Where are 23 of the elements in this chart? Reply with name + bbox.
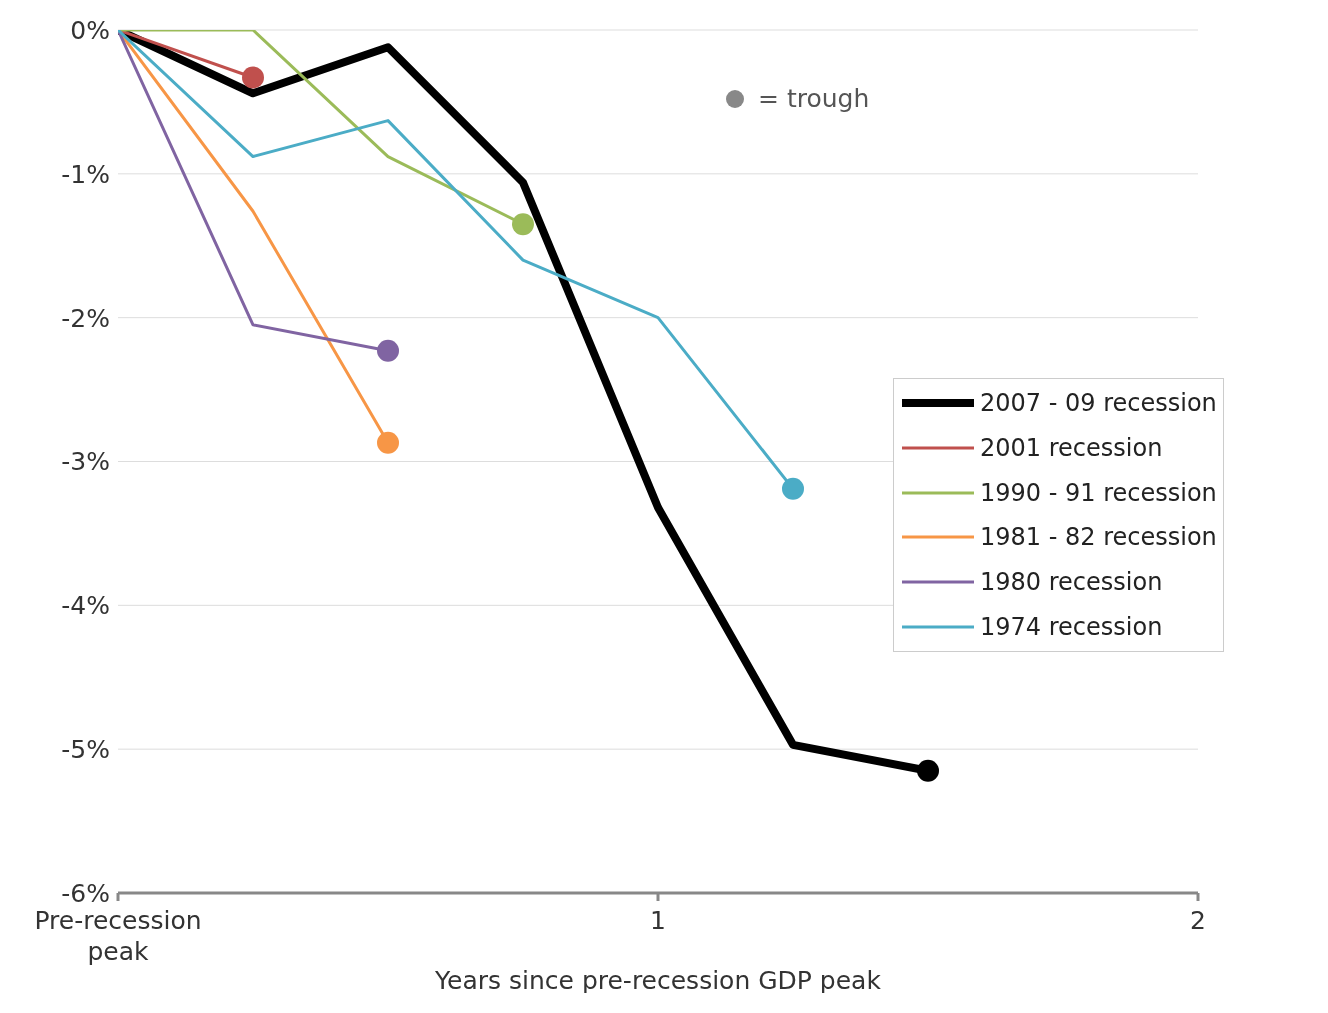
point <box>917 759 939 782</box>
legend-label: 1974 recession <box>980 612 1163 641</box>
point <box>782 477 804 500</box>
point <box>512 213 534 236</box>
y-tick-label: -6% <box>61 878 110 908</box>
legend-label: 2007 - 09 recession <box>980 389 1217 418</box>
point <box>242 66 264 89</box>
y-tick-label: -3% <box>61 447 110 477</box>
legend-label: 1980 recession <box>980 568 1163 597</box>
legend-label: 2001 recession <box>980 434 1163 463</box>
legend-label: 1981 - 82 recession <box>980 523 1217 552</box>
x-tick-label: Pre-recession peak <box>34 906 202 966</box>
y-tick-label: -5% <box>61 735 110 765</box>
x-tick-label: 1 <box>650 906 666 935</box>
point <box>377 431 399 454</box>
y-tick-label: -4% <box>61 591 110 621</box>
point <box>377 339 399 362</box>
legend-label: 1990 - 91 recession <box>980 478 1217 507</box>
annotation: = trough <box>758 84 870 113</box>
y-tick-label: -1% <box>61 159 110 189</box>
x-tick-label: 2 <box>1190 906 1206 935</box>
y-tick-label: -2% <box>61 303 110 333</box>
y-tick-label: 0% <box>70 15 110 45</box>
